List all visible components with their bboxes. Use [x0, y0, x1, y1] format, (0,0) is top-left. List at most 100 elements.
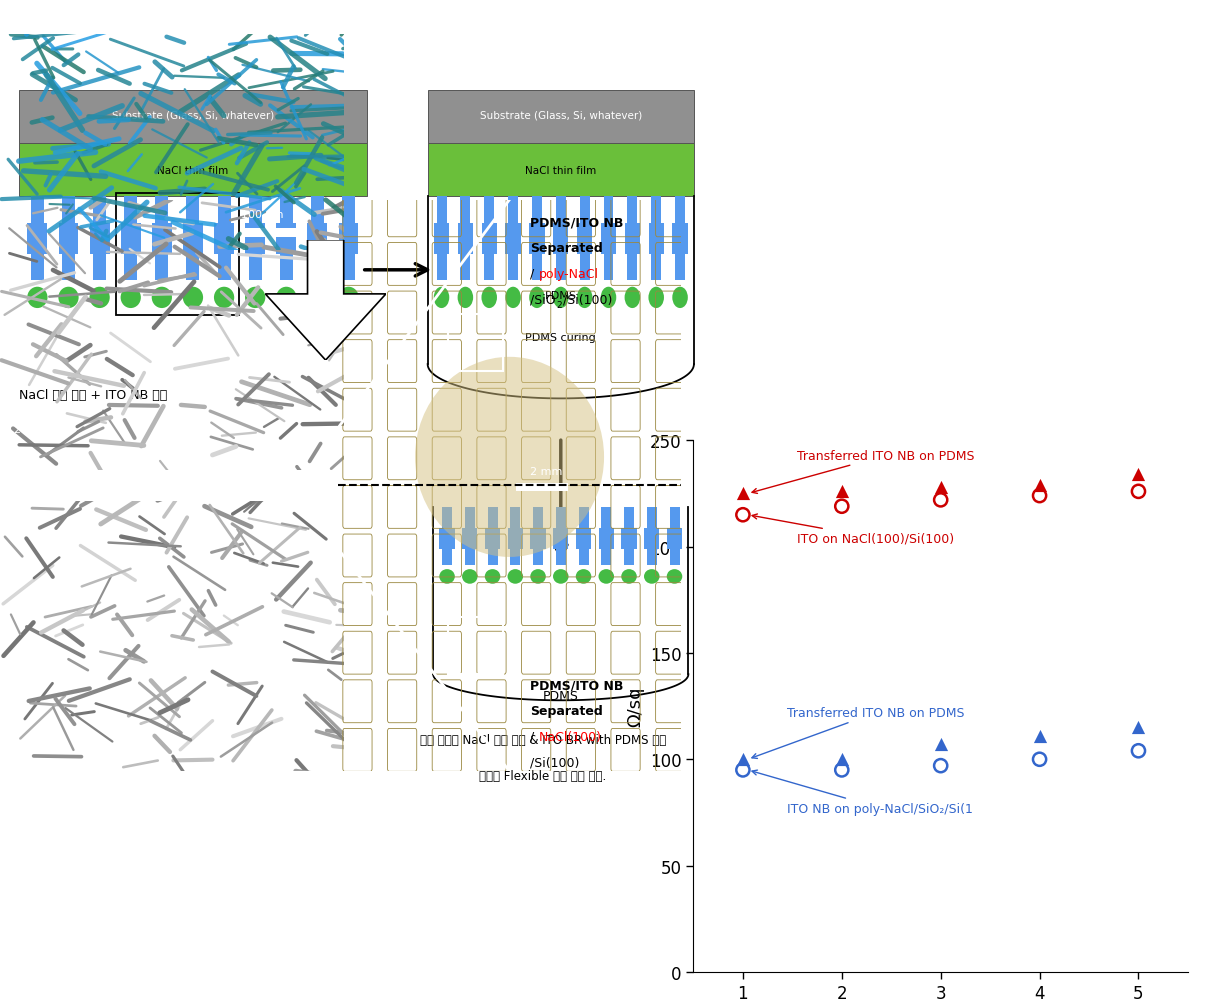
Bar — [248, 197, 262, 281]
Bar — [646, 508, 657, 565]
Text: /SiO: /SiO — [531, 294, 556, 307]
Circle shape — [508, 569, 523, 584]
Bar — [554, 223, 568, 255]
Text: Transferred ITO NB on PDMS: Transferred ITO NB on PDMS — [753, 449, 974, 494]
Point — [1129, 743, 1148, 760]
Text: 물을 이용해 NaCl 박막 용해 & ITO BR with PDMS 분리: 물을 이용해 NaCl 박막 용해 & ITO BR with PDMS 분리 — [420, 733, 666, 745]
Circle shape — [481, 288, 497, 309]
Circle shape — [308, 288, 328, 309]
Bar — [508, 197, 519, 281]
Bar — [89, 223, 110, 255]
Text: NaCl 박막 증착 + ITO NB 증착: NaCl 박막 증착 + ITO NB 증착 — [19, 389, 168, 402]
Circle shape — [576, 288, 592, 309]
Point — [1129, 467, 1148, 483]
Circle shape — [89, 288, 110, 309]
Point — [832, 499, 851, 515]
Circle shape — [439, 569, 455, 584]
Text: ITO NB on poly-NaCl/SiO₂/Si(1: ITO NB on poly-NaCl/SiO₂/Si(1 — [753, 771, 973, 815]
Bar — [152, 223, 171, 255]
Bar — [461, 197, 470, 281]
Bar — [644, 529, 660, 550]
Bar — [505, 223, 521, 255]
Text: Transferred ITO NB on PDMS: Transferred ITO NB on PDMS — [751, 706, 965, 759]
Circle shape — [601, 288, 616, 309]
Text: PDMS: PDMS — [545, 292, 576, 302]
Text: /: / — [531, 268, 534, 281]
Text: poly-NaCl: poly-NaCl — [539, 268, 598, 281]
Text: /Si(100): /Si(100) — [531, 756, 580, 769]
Bar — [245, 223, 265, 255]
Circle shape — [245, 288, 265, 309]
Circle shape — [121, 288, 141, 309]
Bar — [343, 197, 355, 281]
Bar — [308, 223, 327, 255]
Bar — [649, 223, 663, 255]
Circle shape — [598, 569, 614, 584]
Bar — [458, 223, 473, 255]
Text: PDMS/ITO NB: PDMS/ITO NB — [531, 216, 624, 229]
Bar — [217, 197, 230, 281]
Point — [931, 736, 950, 753]
Bar — [651, 197, 661, 281]
Circle shape — [152, 288, 172, 309]
Bar — [462, 529, 478, 550]
Bar — [19, 90, 367, 144]
Bar — [116, 193, 239, 316]
Bar — [428, 90, 693, 144]
Bar — [28, 223, 47, 255]
Circle shape — [554, 569, 568, 584]
Bar — [187, 197, 199, 281]
Point — [733, 752, 753, 768]
Bar — [621, 529, 637, 550]
Point — [931, 492, 950, 508]
Circle shape — [575, 569, 591, 584]
Text: 200 nm: 200 nm — [13, 425, 57, 435]
Bar — [481, 223, 497, 255]
Bar — [532, 197, 541, 281]
Bar — [183, 223, 203, 255]
Circle shape — [531, 569, 546, 584]
Text: NaCl thin film: NaCl thin film — [525, 165, 597, 175]
Point — [1030, 478, 1049, 494]
Text: Separated: Separated — [531, 241, 603, 255]
Bar — [434, 223, 449, 255]
Ellipse shape — [415, 358, 604, 557]
Circle shape — [183, 288, 203, 309]
Bar — [280, 197, 293, 281]
Bar — [625, 223, 640, 255]
Bar — [598, 529, 614, 550]
Bar — [667, 529, 683, 550]
Text: NaCl thin film: NaCl thin film — [157, 165, 229, 175]
Bar — [601, 223, 616, 255]
Point — [832, 752, 851, 768]
Bar — [627, 197, 637, 281]
Point — [733, 486, 753, 502]
Text: 100 nm: 100 nm — [240, 210, 283, 220]
Text: PDMS curing: PDMS curing — [526, 333, 596, 343]
Bar — [602, 508, 611, 565]
Bar — [673, 223, 687, 255]
Bar — [533, 508, 543, 565]
Bar — [443, 508, 452, 565]
Circle shape — [505, 288, 521, 309]
Bar — [240, 228, 303, 237]
Circle shape — [213, 288, 234, 309]
Bar — [31, 197, 43, 281]
Bar — [487, 508, 498, 565]
Bar — [556, 197, 566, 281]
Point — [832, 763, 851, 779]
Text: /Si(100): /Si(100) — [563, 294, 613, 307]
Circle shape — [58, 288, 78, 309]
Bar — [464, 508, 475, 565]
Bar — [554, 529, 568, 550]
Text: ITO on NaCl(100)/Si(100): ITO on NaCl(100)/Si(100) — [753, 514, 954, 545]
Bar — [156, 197, 169, 281]
Bar — [675, 197, 685, 281]
Text: PDMS/ITO NB: PDMS/ITO NB — [531, 678, 624, 691]
Bar — [576, 529, 591, 550]
Circle shape — [621, 569, 637, 584]
Point — [931, 758, 950, 774]
Circle shape — [434, 288, 450, 309]
Point — [733, 763, 753, 779]
Text: Substrate (Glass, Si, whatever): Substrate (Glass, Si, whatever) — [480, 110, 642, 120]
